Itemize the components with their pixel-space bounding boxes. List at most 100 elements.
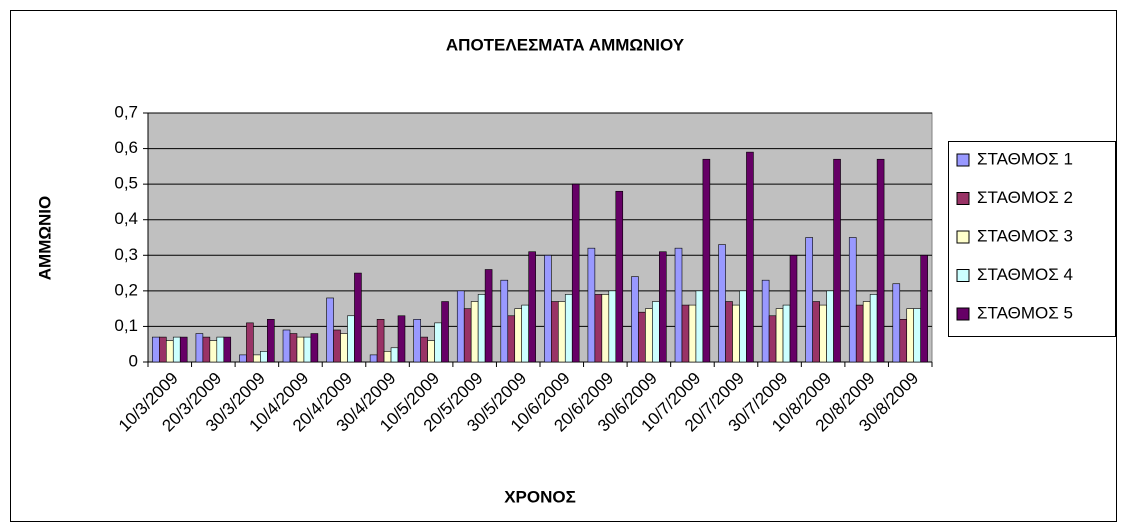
bar [681, 304, 690, 363]
bar [782, 304, 791, 363]
bar [239, 354, 247, 363]
x-axis-label: ΧΡΟΝΟΣ [504, 487, 576, 506]
legend-label: ΣΤΑΘΜΟΣ 2 [977, 188, 1073, 207]
bar [528, 251, 536, 363]
bar [746, 151, 754, 363]
bar [587, 247, 596, 363]
bar [645, 308, 653, 363]
legend-swatch [956, 269, 970, 282]
legend-label: ΣΤΑΘΜΟΣ 4 [977, 265, 1073, 284]
bar [347, 315, 355, 363]
bar [739, 290, 747, 363]
bar [354, 272, 362, 363]
bar [899, 319, 908, 363]
bar [812, 301, 820, 363]
bar [420, 336, 428, 363]
bar [260, 351, 268, 363]
bar [477, 294, 486, 363]
y-tick-label: 0,2 [114, 280, 138, 299]
bar [267, 319, 275, 363]
legend-label: ΣΤΑΘΜΟΣ 5 [977, 303, 1073, 322]
bar [253, 354, 261, 363]
bar [638, 311, 646, 363]
bar [521, 304, 529, 363]
bar [695, 290, 704, 363]
bar [390, 347, 399, 363]
legend-label: ΣΤΑΘΜΟΣ 1 [977, 149, 1073, 168]
bar [906, 308, 915, 363]
legend-swatch [956, 307, 970, 321]
bar [805, 237, 813, 363]
bar [507, 315, 516, 363]
bar [246, 322, 254, 363]
bar [775, 308, 784, 363]
bar [434, 322, 442, 363]
bar [544, 254, 552, 363]
bar [310, 333, 319, 363]
bar [826, 290, 834, 363]
bar [594, 294, 603, 363]
y-tick-label: 0,5 [114, 174, 138, 193]
bar [369, 354, 378, 363]
bar [152, 336, 160, 363]
y-tick-label: 0,3 [114, 245, 138, 264]
bar [702, 158, 711, 363]
bar [564, 294, 573, 363]
bar [303, 336, 312, 363]
y-tick-label: 0,1 [114, 316, 138, 335]
bar [557, 301, 566, 363]
bar [326, 297, 334, 363]
bar [159, 336, 167, 363]
bar [848, 237, 857, 363]
bar [608, 290, 617, 363]
bar [333, 329, 341, 363]
bar [340, 333, 348, 363]
bar [768, 315, 777, 363]
bar [202, 336, 211, 363]
chart-title: ΑΠΟΤΕΛΕΣΜΑΤΑ ΑΜΜΩΝΙΟΥ [446, 35, 685, 54]
legend-label: ΣΤΑΘΜΟΣ 3 [977, 226, 1073, 245]
bar [862, 301, 871, 363]
y-axis-label: ΑΜΜΩΝΙΟ [35, 196, 54, 280]
bar [913, 308, 921, 363]
bar [456, 290, 465, 363]
bar [725, 301, 733, 363]
bar [615, 190, 624, 363]
bar [500, 279, 509, 363]
bar [688, 304, 697, 363]
bar [855, 304, 864, 363]
legend-swatch [956, 192, 970, 205]
bar [209, 340, 218, 363]
bar [920, 254, 928, 363]
bar [463, 308, 472, 363]
legend-swatch [956, 153, 970, 167]
bar [470, 301, 479, 363]
y-tick-label: 0 [129, 351, 138, 370]
legend-swatch [956, 230, 970, 244]
bar [819, 304, 827, 363]
bar [571, 183, 580, 363]
bar [631, 276, 639, 363]
bar [514, 308, 523, 363]
bar [652, 301, 660, 363]
bar [674, 247, 683, 363]
bar [296, 336, 305, 363]
bar [789, 254, 798, 363]
bar [179, 336, 188, 363]
bar [427, 340, 435, 363]
bar [289, 333, 298, 363]
y-tick-label: 0,7 [114, 102, 138, 121]
bar [833, 158, 841, 363]
bar [376, 319, 385, 363]
y-tick-label: 0,6 [114, 138, 138, 157]
bar [223, 336, 232, 363]
bar [869, 294, 878, 363]
bar [282, 329, 291, 363]
bar [441, 301, 449, 363]
bar [165, 340, 174, 363]
bar [195, 333, 204, 363]
bar [892, 283, 901, 363]
y-tick-label: 0,4 [114, 209, 138, 228]
bar [718, 244, 726, 363]
